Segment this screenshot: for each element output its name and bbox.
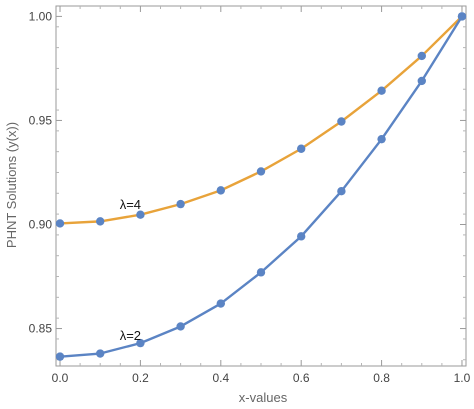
- data-point-1: [96, 217, 105, 226]
- x-tick-label: 1.0: [454, 371, 471, 385]
- x-tick-label: 0.2: [132, 371, 149, 385]
- data-point-1: [337, 117, 346, 126]
- data-point-2: [377, 134, 386, 144]
- x-tick-label: 0.0: [52, 371, 69, 385]
- data-point-2: [256, 268, 266, 277]
- marker-group: [55, 12, 467, 361]
- data-point-2: [337, 187, 346, 196]
- axis-ticks: 0.0 0.2 0.4 0.6 0.8 1.0 0.85 0.90 0.95 1.00: [29, 6, 471, 385]
- y-tick-label: 1.00: [29, 9, 53, 23]
- y-tick-label: 0.85: [29, 322, 53, 336]
- data-point-1: [136, 210, 145, 219]
- annotation-label: λ=4: [120, 197, 141, 212]
- data-point-1: [377, 86, 386, 95]
- data-point-1: [417, 51, 426, 61]
- annotation-label: λ=2: [120, 328, 141, 343]
- data-point-1: [296, 144, 306, 153]
- x-axis-title: x-values: [239, 390, 288, 405]
- y-tick-label: 0.95: [29, 113, 53, 127]
- data-point-2: [457, 12, 467, 21]
- data-point-1: [256, 167, 266, 176]
- data-point-2: [216, 299, 226, 308]
- data-point-1: [55, 219, 65, 228]
- y-axis-title: PHNT Solutions (y(x)): [4, 122, 19, 248]
- data-point-2: [96, 349, 105, 358]
- x-tick-label: 0.4: [212, 371, 229, 385]
- data-point-1: [176, 199, 185, 209]
- data-point-2: [417, 76, 426, 86]
- data-point-2: [136, 338, 145, 348]
- data-point-1: [216, 186, 226, 195]
- x-tick-label: 0.8: [373, 371, 390, 385]
- data-point-2: [55, 352, 65, 361]
- data-point-2: [176, 322, 185, 331]
- data-point-2: [296, 232, 306, 241]
- x-tick-label: 0.6: [293, 371, 310, 385]
- y-tick-label: 0.90: [29, 217, 53, 231]
- annotation-group: λ=4 λ=2: [120, 197, 141, 343]
